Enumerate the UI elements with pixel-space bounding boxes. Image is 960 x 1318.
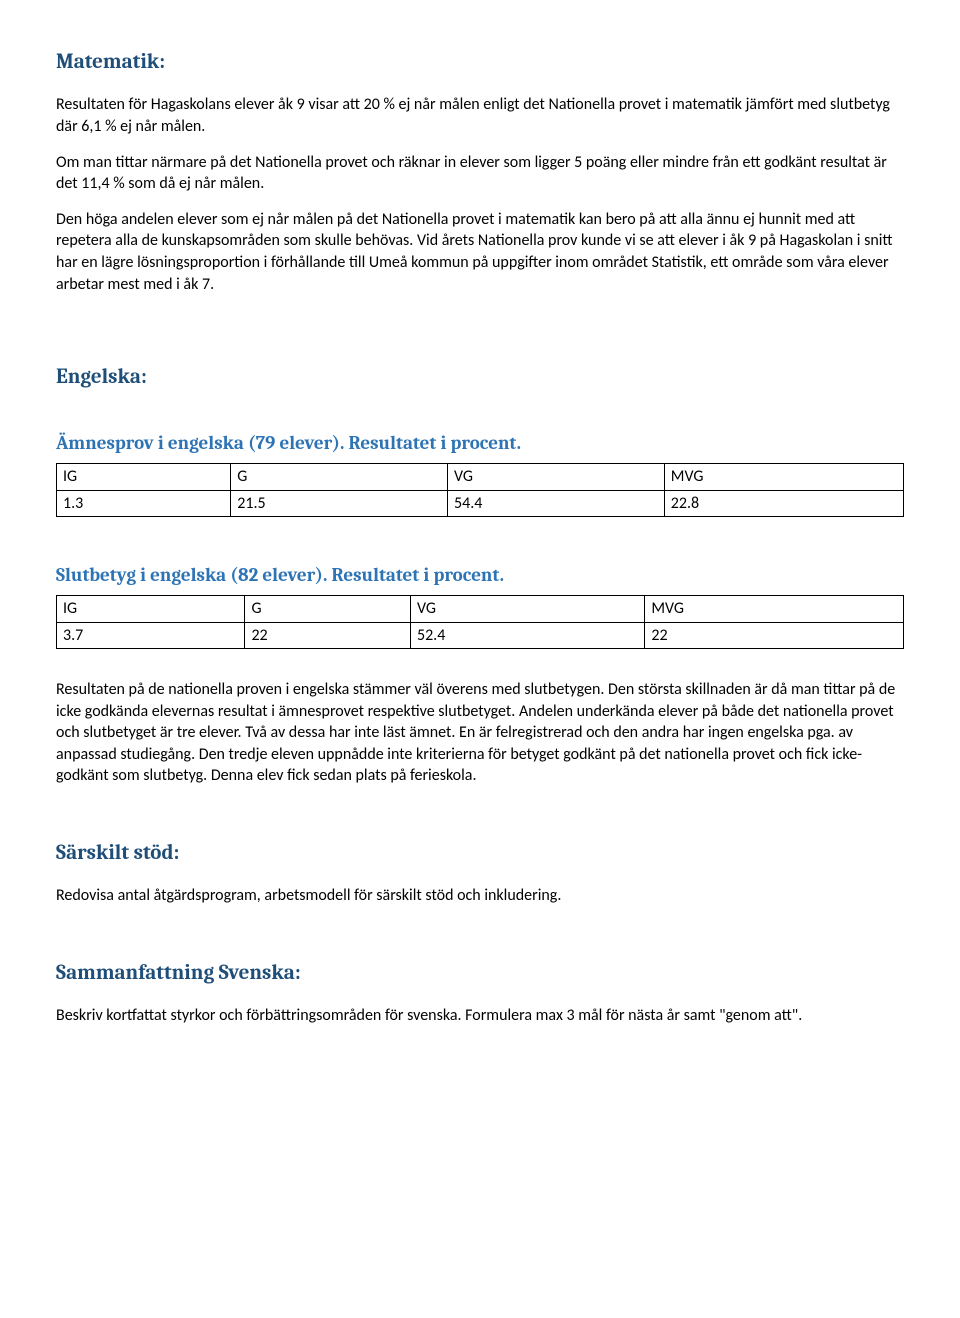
table-row: IG G VG MVG: [57, 464, 904, 491]
table-cell: VG: [410, 595, 644, 622]
slutbetyg-table: IG G VG MVG 3.7 22 52.4 22: [56, 595, 904, 649]
table-row: IG G VG MVG: [57, 595, 904, 622]
table-cell: 52.4: [410, 622, 644, 649]
table-cell: IG: [57, 464, 231, 491]
amnesprov-table: IG G VG MVG 1.3 21.5 54.4 22.8: [56, 463, 904, 517]
engelska-paragraph: Resultaten på de nationella proven i eng…: [56, 679, 904, 787]
table-row: 3.7 22 52.4 22: [57, 622, 904, 649]
table-cell: 22: [245, 622, 411, 649]
svenska-paragraph: Beskriv kortfattat styrkor och förbättri…: [56, 1005, 904, 1027]
table-cell: 21.5: [231, 490, 448, 517]
table-cell: 3.7: [57, 622, 245, 649]
table-cell: IG: [57, 595, 245, 622]
svenska-heading: Sammanfattning Svenska:: [56, 959, 904, 987]
amnesprov-heading: Ämnesprov i engelska (79 elever). Result…: [56, 431, 904, 457]
table-cell: 22.8: [664, 490, 903, 517]
table-cell: 1.3: [57, 490, 231, 517]
table-cell: G: [245, 595, 411, 622]
matematik-heading: Matematik:: [56, 48, 904, 76]
matematik-paragraph-3: Den höga andelen elever som ej når målen…: [56, 209, 904, 295]
matematik-paragraph-2: Om man tittar närmare på det Nationella …: [56, 152, 904, 195]
matematik-paragraph-1: Resultaten för Hagaskolans elever åk 9 v…: [56, 94, 904, 137]
table-cell: MVG: [664, 464, 903, 491]
sarskilt-heading: Särskilt stöd:: [56, 839, 904, 867]
sarskilt-paragraph: Redovisa antal åtgärdsprogram, arbetsmod…: [56, 885, 904, 907]
engelska-heading: Engelska:: [56, 363, 904, 391]
slutbetyg-heading: Slutbetyg i engelska (82 elever). Result…: [56, 563, 904, 589]
table-cell: 22: [645, 622, 904, 649]
table-cell: G: [231, 464, 448, 491]
table-cell: 54.4: [448, 490, 665, 517]
table-cell: VG: [448, 464, 665, 491]
table-row: 1.3 21.5 54.4 22.8: [57, 490, 904, 517]
table-cell: MVG: [645, 595, 904, 622]
